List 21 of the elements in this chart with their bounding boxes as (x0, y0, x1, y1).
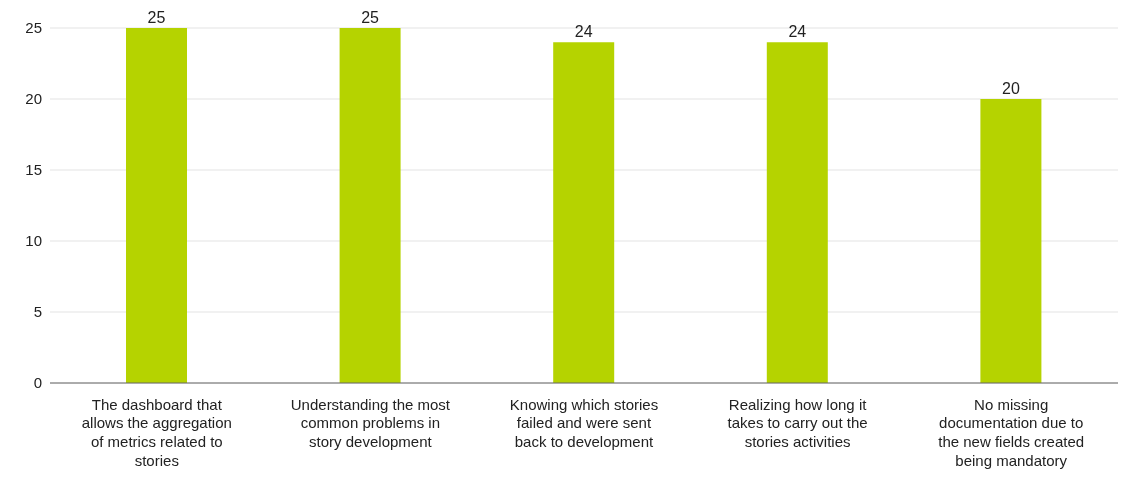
y-tick-label: 0 (33, 374, 42, 392)
bar (339, 28, 401, 383)
y-tick-label: 25 (25, 19, 42, 37)
x-tick-label: Understanding the most common problems in story development (290, 395, 451, 451)
data-label: 24 (788, 23, 807, 41)
data-label: 20 (1002, 80, 1020, 97)
data-label: 25 (147, 9, 166, 26)
x-tick-label: Realizing how long it takes to carry out the stories activities (727, 395, 868, 451)
y-tick-label: 5 (33, 303, 42, 321)
x-tick-label: No missing documentation due to the new fields created being mandatory (938, 395, 1085, 469)
bar (126, 28, 187, 383)
x-tick-label: Knowing which stories failed and were sent back to development (509, 395, 659, 451)
bar (766, 42, 828, 383)
x-tick-label: The dashboard that allows the aggregation of metrics related to stories (81, 395, 232, 469)
bar (980, 99, 1042, 383)
data-label: 25 (361, 9, 380, 26)
y-tick-label: 10 (25, 232, 42, 250)
y-tick-label: 15 (25, 161, 42, 179)
data-label: 24 (574, 23, 593, 41)
bar (553, 42, 615, 383)
y-tick-label: 20 (25, 90, 42, 108)
